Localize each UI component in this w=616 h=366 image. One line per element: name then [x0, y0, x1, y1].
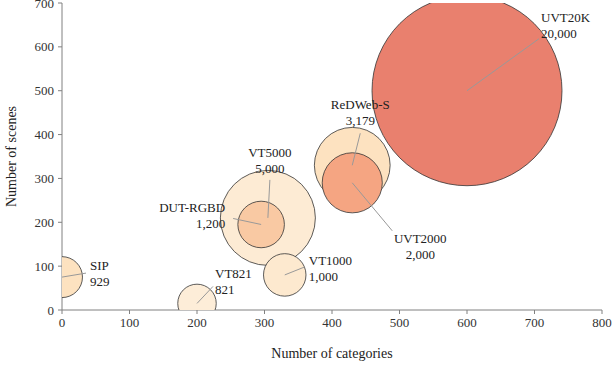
- size-label: 5,000: [255, 161, 284, 176]
- bubbles: [62, 3, 562, 310]
- size-label: 1,000: [309, 269, 338, 284]
- x-tick-label: 300: [255, 315, 275, 330]
- leader-line: [352, 133, 360, 165]
- leader-line: [285, 267, 305, 275]
- size-label: 2,000: [406, 247, 435, 262]
- y-tick: [58, 134, 62, 135]
- x-tick-label: 100: [120, 315, 140, 330]
- x-tick: [197, 310, 198, 314]
- leader-line: [268, 180, 270, 218]
- x-tick: [62, 310, 63, 314]
- x-tick: [399, 310, 400, 314]
- y-tick-label: 700: [35, 0, 55, 11]
- size-label: 3,179: [346, 113, 375, 128]
- y-tick-label: 0: [48, 303, 55, 318]
- y-tick: [58, 178, 62, 179]
- labels: UVT20K20,000 VT50005,000 ReDWeb-S3,179 UVT2…: [62, 10, 591, 304]
- x-tick: [332, 310, 333, 314]
- bubble: [62, 257, 82, 298]
- y-tick-label: 200: [35, 215, 55, 230]
- bubble-label: VT1000: [309, 253, 352, 268]
- y-tick: [58, 46, 62, 47]
- bubble-label: SIP: [90, 258, 109, 273]
- bubble: [264, 254, 306, 296]
- x-tick-label: 0: [59, 315, 66, 330]
- bubble-label: UVT2000: [394, 231, 447, 246]
- size-label: 20,000: [541, 26, 577, 41]
- y-axis-title: Number of scenes: [4, 106, 19, 207]
- bubble-label: UVT20K: [541, 10, 591, 25]
- x-tick: [467, 310, 468, 314]
- size-label: 821: [215, 282, 235, 297]
- y-tick: [58, 222, 62, 223]
- leader-line: [197, 286, 213, 303]
- x-tick: [534, 310, 535, 314]
- size-label: 929: [90, 274, 110, 289]
- y-tick: [58, 310, 62, 311]
- x-tick: [602, 310, 603, 314]
- x-tick: [129, 310, 130, 314]
- x-tick-label: 600: [457, 315, 477, 330]
- bubble-label: VT5000: [248, 145, 291, 160]
- chart-svg: 0 100 200 300 400 500 600 700 800 0 100 200 300 400 50…: [0, 0, 616, 366]
- bubble: [178, 284, 216, 310]
- y-tick-label: 300: [35, 171, 55, 186]
- bubble-label: VT821: [215, 266, 252, 281]
- bubble: [220, 170, 315, 265]
- bubble-label: DUT-RGBD: [159, 200, 225, 215]
- x-tick: [264, 310, 265, 314]
- x-tick-label: 200: [187, 315, 207, 330]
- leader-line: [62, 273, 86, 277]
- x-axis-title: Number of categories: [271, 346, 392, 361]
- bubble-label: ReDWeb-S: [331, 97, 390, 112]
- bubble: [372, 3, 562, 186]
- leader-line: [352, 183, 392, 231]
- chart: 0 100 200 300 400 500 600 700 800 0 100 200 300 400 50…: [0, 0, 616, 366]
- size-label: 1,200: [196, 216, 225, 231]
- x-tick-label: 800: [592, 315, 612, 330]
- y-tick-label: 100: [35, 259, 55, 274]
- y-tick: [58, 266, 62, 267]
- y-tick-label: 500: [35, 83, 55, 98]
- y-tick-label: 600: [35, 39, 55, 54]
- y-tick: [58, 90, 62, 91]
- x-tick-label: 500: [390, 315, 410, 330]
- leader-line: [233, 218, 261, 224]
- leader-line: [467, 39, 539, 91]
- y-tick-label: 400: [35, 127, 55, 142]
- x-tick-label: 700: [525, 315, 545, 330]
- y-tick: [58, 3, 62, 4]
- x-tick-label: 400: [322, 315, 342, 330]
